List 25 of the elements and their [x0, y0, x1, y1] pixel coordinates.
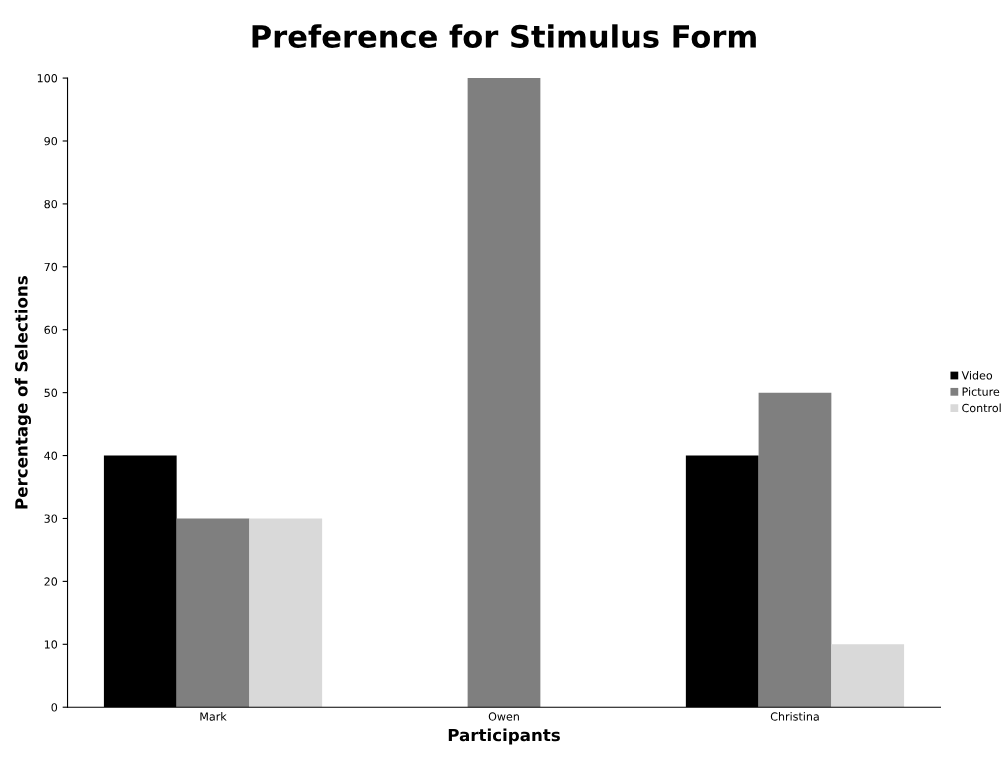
- y-tick-label: 80: [44, 199, 58, 209]
- bar: [176, 518, 250, 708]
- bar: [758, 392, 832, 708]
- y-tick-label: 70: [44, 262, 58, 272]
- legend-label: Control: [962, 403, 1001, 413]
- x-tick-label: Owen: [488, 712, 519, 721]
- y-tick-label: 0: [51, 703, 58, 712]
- x-axis-title: Participants: [448, 728, 560, 745]
- legend-label: Video: [961, 370, 993, 380]
- y-tick-label: 100: [37, 74, 58, 83]
- bar: [831, 644, 905, 708]
- chart-title: Preference for Stimulus Form: [252, 24, 756, 48]
- y-tick-label: 40: [44, 451, 58, 460]
- y-axis-title: Percentage of Selections: [14, 276, 32, 509]
- y-tick-label: 50: [44, 388, 58, 398]
- x-tick-label: Christina: [770, 712, 819, 721]
- x-tick-label: Mark: [200, 712, 227, 721]
- y-tick-label: 60: [44, 325, 58, 335]
- y-tick-label: 90: [44, 136, 58, 146]
- bar: [467, 78, 541, 708]
- legend-label: Picture: [962, 387, 1000, 396]
- y-tick-label: 10: [44, 640, 58, 649]
- y-tick-label: 30: [44, 514, 58, 523]
- bar: [249, 518, 323, 708]
- y-tick-label: 20: [44, 577, 58, 586]
